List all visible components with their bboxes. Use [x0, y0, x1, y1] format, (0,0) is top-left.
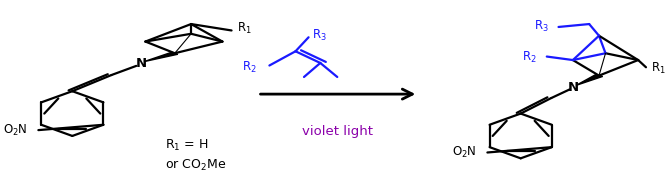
Text: $\mathregular{O_2N}$: $\mathregular{O_2N}$: [3, 122, 28, 138]
Text: $\mathregular{O_2N}$: $\mathregular{O_2N}$: [452, 145, 477, 160]
Text: $\mathregular{R_1}$ = H: $\mathregular{R_1}$ = H: [165, 138, 208, 153]
Text: $\mathregular{R_1}$: $\mathregular{R_1}$: [651, 61, 666, 76]
Text: N: N: [568, 81, 579, 94]
Text: N: N: [135, 57, 147, 70]
Polygon shape: [144, 52, 178, 62]
Text: $\mathregular{R_3}$: $\mathregular{R_3}$: [312, 28, 327, 43]
Text: $\mathregular{R_1}$: $\mathregular{R_1}$: [237, 21, 251, 36]
Text: $\mathregular{R_2}$: $\mathregular{R_2}$: [242, 60, 257, 75]
Text: $\mathregular{R_3}$: $\mathregular{R_3}$: [534, 18, 549, 34]
Polygon shape: [576, 75, 603, 85]
Text: or CO$_2$Me: or CO$_2$Me: [165, 158, 226, 173]
Text: violet light: violet light: [302, 125, 373, 138]
Text: $\mathregular{R_2}$: $\mathregular{R_2}$: [522, 50, 537, 65]
